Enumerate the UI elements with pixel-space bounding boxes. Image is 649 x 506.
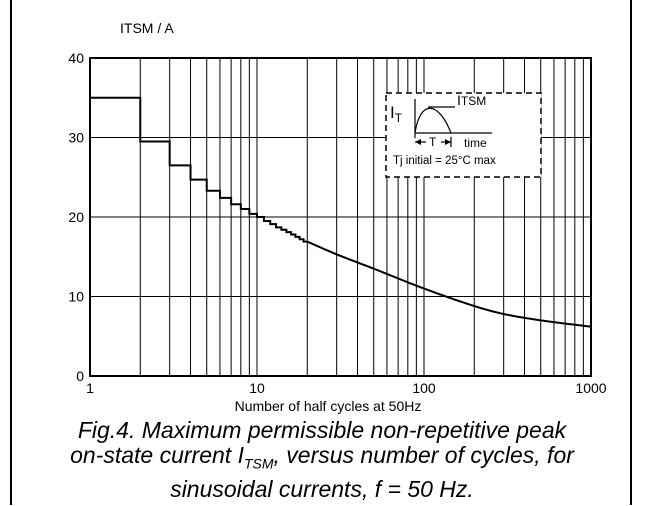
caption-line-2-sub: TSM [243,455,274,472]
y-tick-label: 0 [76,368,84,384]
figure-frame [10,0,632,505]
y-tick-label: 10 [68,289,84,305]
caption-line-2a: on-state current I [70,442,244,468]
caption-line-2: on-state current ITSM, versus number of … [12,443,632,477]
caption-line-3: sinusoidal currents, f = 50 Hz. [170,475,474,502]
y-tick-label: 20 [68,209,84,225]
inset-time-label: time [464,136,487,150]
inset-it-label: IT [390,103,403,125]
itsm-chart: 1 10 100 1000 0 10 20 30 40 ITSM / A Number of h… [68,20,606,414]
inset-t-label: T [429,135,437,149]
x-tick-label: 100 [412,380,436,396]
x-tick-label: 1 [86,380,94,396]
y-tick-label: 40 [68,50,84,66]
inset-tj-label: Tj initial = 25°C max [393,155,496,167]
waveform-inset: IT ITSM T time Tj initial = 25°C max [385,92,542,178]
x-tick-label: 1000 [575,380,606,396]
caption-line-1: Fig.4. Maximum permissible non-repetitiv… [77,417,567,443]
inset-box [385,92,542,178]
axis-ticks: 1 10 100 1000 0 10 20 30 40 [68,50,606,396]
y-axis-label: ITSM / A [120,20,174,36]
itsm-series-line [90,96,592,328]
inset-t-arrowhead-left [415,139,421,145]
y-tick-label: 30 [68,130,84,146]
x-axis-label: Number of half cycles at 50Hz [235,398,422,414]
inset-sine-pulse [414,107,452,134]
plot-area-border [89,57,592,377]
x-tick-label: 10 [249,380,265,396]
figure-caption: Fig.4. Maximum permissible non-repetitiv… [12,418,632,502]
caption-line-2b: , versus number of cycles, for [273,442,574,468]
inset-t-arrowhead-right [445,139,451,145]
inset-itsm-label: ITSM [457,92,486,108]
